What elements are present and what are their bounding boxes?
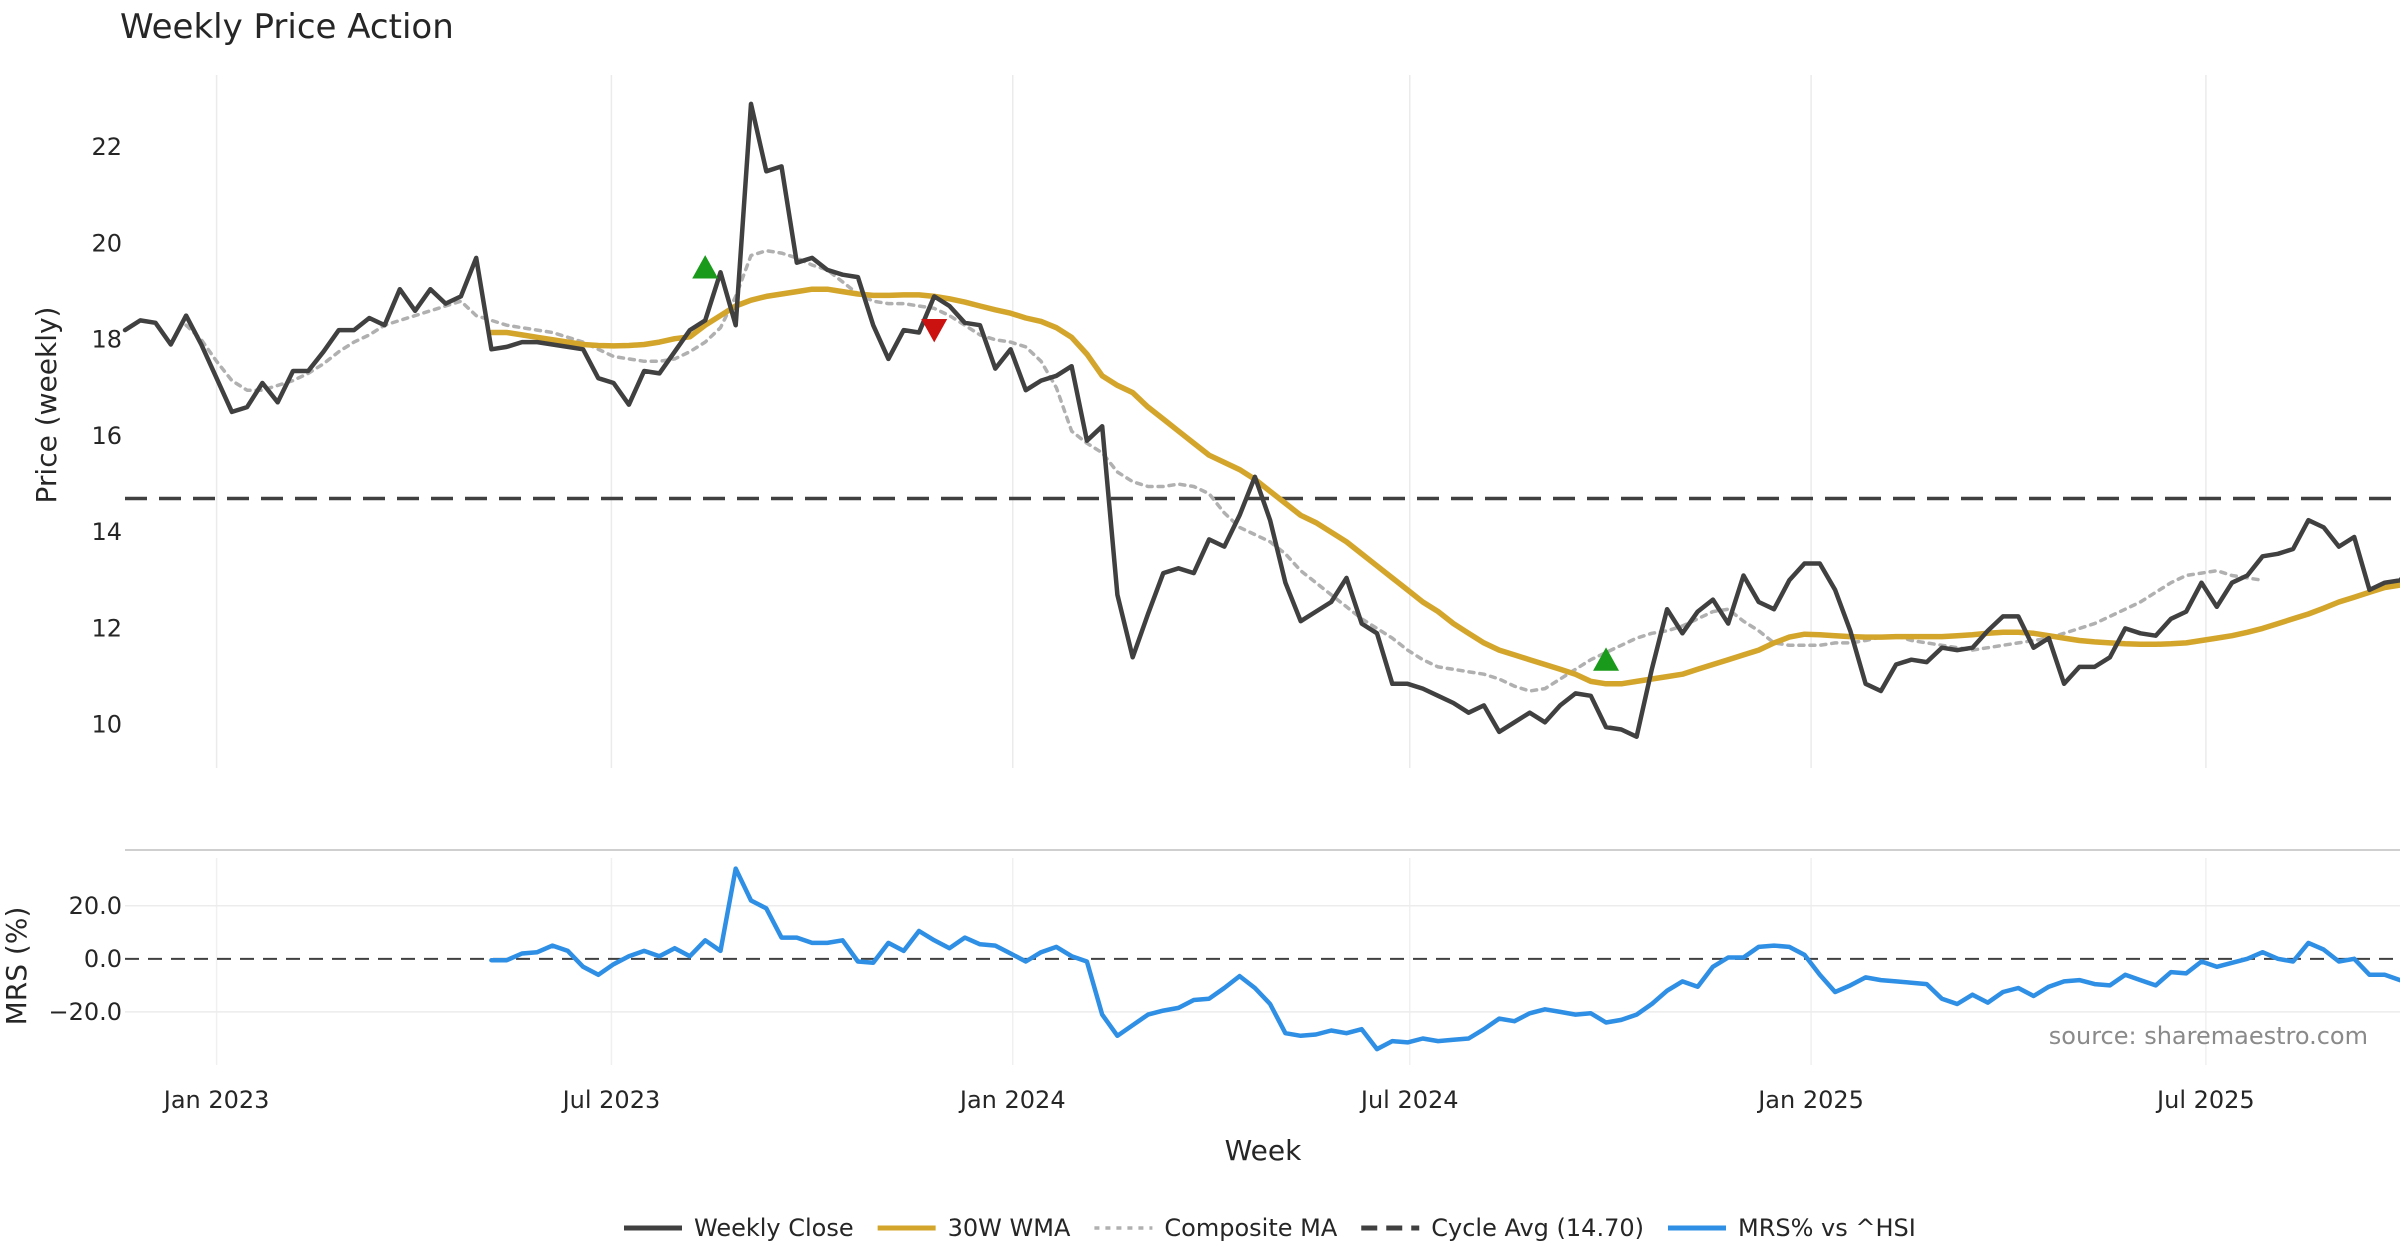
price-y-tick-label: 22 <box>91 133 122 161</box>
legend-label: Weekly Close <box>694 1214 854 1242</box>
x-tick-label: Jul 2023 <box>561 1086 661 1114</box>
legend-label: MRS% vs ^HSI <box>1738 1214 1916 1242</box>
mrs-y-tick-label: 0.0 <box>84 945 122 973</box>
legend-label: Cycle Avg (14.70) <box>1431 1214 1644 1242</box>
x-tick-label: Jul 2025 <box>2155 1086 2255 1114</box>
sell-signal-marker <box>921 319 948 343</box>
mrs-y-tick-label: −20.0 <box>48 998 122 1026</box>
price-y-tick-label: 14 <box>91 518 122 546</box>
price-y-tick-label: 20 <box>91 229 122 257</box>
series-weekly-close <box>122 101 2400 739</box>
price-y-tick-label: 16 <box>91 422 122 450</box>
x-tick-label: Jan 2023 <box>162 1086 270 1114</box>
legend-item-mrs-vs-hsi: MRS% vs ^HSI <box>1667 1214 1916 1242</box>
signal-markers <box>692 255 1620 671</box>
series-30w-wma <box>488 286 2400 687</box>
series-mrs-vs-hsi <box>489 866 2400 1052</box>
buy-signal-marker <box>692 255 719 279</box>
legend-item-weekly-close: Weekly Close <box>624 1214 854 1242</box>
legend-label: Composite MA <box>1164 1214 1337 1242</box>
mrs-y-axis-label: MRS (%) <box>0 907 33 1026</box>
x-axis-label: Week <box>1225 1134 1302 1167</box>
legend-label: 30W WMA <box>948 1214 1071 1242</box>
legend-item-cycle-avg-14-70: Cycle Avg (14.70) <box>1361 1214 1644 1242</box>
source-attribution: source: sharemaestro.com <box>2049 1022 2368 1050</box>
x-tick-labels: Jan 2023 Jul 2023 Jan 2024 Jul 2024 Jan 2025… <box>162 1086 2255 1114</box>
legend: Weekly Close 30W WMA Composite MA Cycle Avg… <box>624 1214 1916 1242</box>
chart-title: Weekly Price Action <box>120 7 454 47</box>
mrs-y-tick-label: 20.0 <box>69 892 122 920</box>
price-series-group <box>122 101 2400 739</box>
price-y-ticks: 10 12 14 16 18 20 22 <box>91 133 122 739</box>
x-tick-label: Jul 2024 <box>1359 1086 1459 1114</box>
price-y-tick-label: 12 <box>91 614 122 642</box>
legend-item-composite-ma: Composite MA <box>1094 1214 1338 1242</box>
buy-signal-marker <box>1593 647 1620 671</box>
price-y-tick-label: 18 <box>91 326 122 354</box>
price-y-axis-label: Price (weekly) <box>30 307 63 504</box>
mrs-y-ticks: −20.0 0.0 20.0 <box>48 892 122 1026</box>
series-composite-ma <box>184 248 2265 693</box>
x-tick-label: Jan 2025 <box>1756 1086 1864 1114</box>
mrs-series-group <box>489 866 2400 1052</box>
legend-item-30w-wma: 30W WMA <box>877 1214 1071 1242</box>
price-y-tick-label: 10 <box>91 711 122 739</box>
price-grid <box>215 75 2207 768</box>
x-tick-label: Jan 2024 <box>958 1086 1066 1114</box>
